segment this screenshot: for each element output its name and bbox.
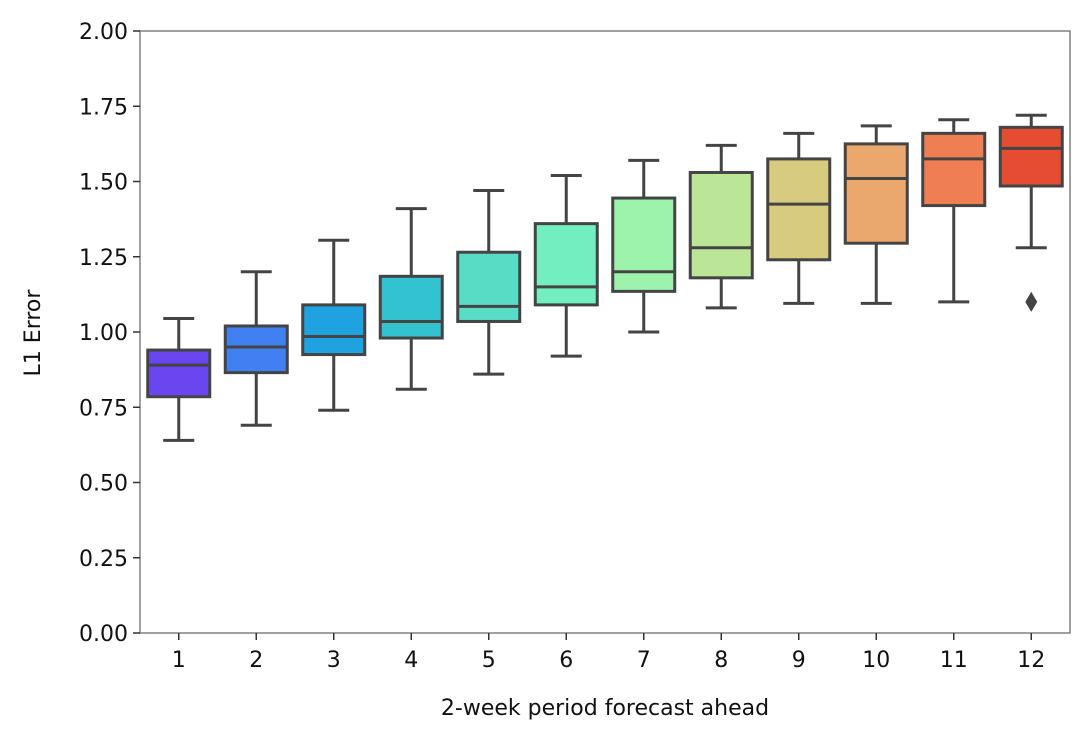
box-group-2: [223, 270, 289, 427]
box-iqr: [378, 274, 444, 340]
x-tick-label: 11: [940, 648, 968, 673]
y-tick-label: 1.50: [79, 171, 128, 196]
x-tick-label: 6: [559, 648, 573, 673]
x-axis: 1 2 3 4 5 6 7 8 9 10 11 12: [172, 633, 1045, 673]
box-iqr: [611, 196, 677, 293]
y-tick-label: 1.25: [79, 246, 128, 271]
x-tick-label: 9: [792, 648, 806, 673]
box-iqr: [223, 324, 289, 375]
x-tick-label: 12: [1017, 648, 1045, 673]
box-group-12: [998, 113, 1064, 312]
y-axis: 0.00 0.25 0.50 0.75 1.00 1.25 1.50 1.75 2.00: [79, 20, 140, 647]
y-tick-label: 1.00: [79, 321, 128, 346]
x-axis-label: 2-week period forecast ahead: [441, 696, 769, 721]
x-tick-label: 5: [482, 648, 496, 673]
box-group-9: [766, 131, 832, 305]
outlier-point: [1025, 291, 1038, 312]
x-tick-label: 3: [327, 648, 341, 673]
box-iqr: [921, 131, 987, 208]
y-tick-label: 0.50: [79, 472, 128, 497]
x-tick-label: 4: [404, 648, 418, 673]
box-iqr: [301, 303, 367, 357]
y-tick-label: 0.25: [79, 547, 128, 572]
box-group-4: [378, 207, 444, 391]
box-group-11: [921, 118, 987, 304]
x-tick-label: 10: [862, 648, 890, 673]
y-axis-label: L1 Error: [21, 289, 46, 377]
box-iqr: [688, 170, 754, 280]
box-group-3: [301, 238, 367, 412]
box-iqr: [766, 157, 832, 262]
x-tick-label: 7: [637, 648, 651, 673]
box-iqr: [998, 125, 1064, 188]
box-group-5: [456, 189, 522, 376]
box-group-6: [533, 173, 599, 358]
y-tick-label: 0.75: [79, 396, 128, 421]
y-tick-label: 1.75: [79, 95, 128, 120]
box-group-7: [611, 158, 677, 334]
box-group-10: [843, 124, 909, 305]
box-iqr: [146, 348, 212, 399]
box-iqr: [456, 250, 522, 323]
box-group-1: [146, 316, 212, 442]
box-group-8: [688, 143, 754, 310]
x-tick-label: 2: [249, 648, 263, 673]
box-iqr: [533, 222, 599, 307]
y-tick-label: 0.00: [79, 622, 128, 647]
x-tick-label: 1: [172, 648, 186, 673]
x-tick-label: 8: [714, 648, 728, 673]
box-iqr: [843, 142, 909, 245]
y-tick-label: 2.00: [79, 20, 128, 45]
plot-area: [139, 30, 1071, 634]
